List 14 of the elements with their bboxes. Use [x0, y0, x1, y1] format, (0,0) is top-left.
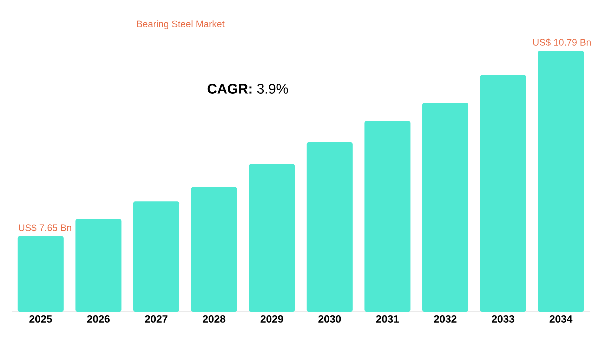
chart-title: Bearing Steel Market	[137, 20, 225, 30]
data-label: US$ 10.79 Bn	[533, 38, 591, 46]
x-tick-label: 2026	[87, 316, 110, 323]
x-tick-label: 2028	[203, 316, 226, 323]
x-tick-label: 2031	[376, 316, 400, 323]
data-label: US$ 7.65 Bn	[19, 224, 72, 232]
x-tick-label: 2025	[30, 316, 52, 323]
x-tick-label: 2027	[145, 316, 168, 323]
x-tick-label: 2032	[434, 316, 457, 323]
annotation: CAGR: 3.9%	[208, 84, 288, 94]
x-tick-label: 2030	[318, 316, 342, 323]
x-tick-label: 2034	[550, 316, 573, 323]
x-tick-label: 2029	[260, 316, 284, 323]
x-tick-label: 2033	[492, 316, 515, 323]
